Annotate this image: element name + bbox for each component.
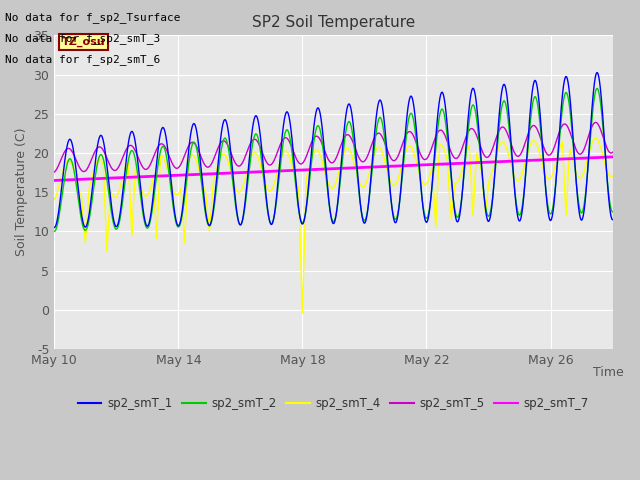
Text: TZ_osu: TZ_osu [62,37,106,47]
Text: No data for f_sp2_smT_6: No data for f_sp2_smT_6 [5,54,161,65]
Text: No data for f_sp2_Tsurface: No data for f_sp2_Tsurface [5,12,180,23]
Legend: sp2_smT_1, sp2_smT_2, sp2_smT_4, sp2_smT_5, sp2_smT_7: sp2_smT_1, sp2_smT_2, sp2_smT_4, sp2_smT… [73,393,594,415]
Title: SP2 Soil Temperature: SP2 Soil Temperature [252,15,415,30]
X-axis label: Time: Time [593,366,624,379]
Y-axis label: Soil Temperature (C): Soil Temperature (C) [15,128,28,256]
Text: No data for f_sp2_smT_3: No data for f_sp2_smT_3 [5,33,161,44]
